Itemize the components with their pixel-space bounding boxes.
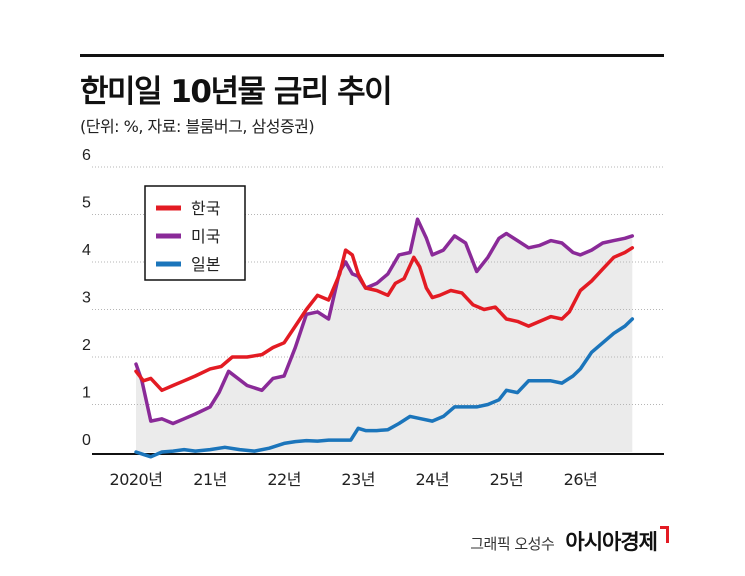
x-axis-ticks: 2020년 21년 22년 23년 24년 25년 26년 — [110, 470, 598, 489]
y-tick-label: 0 — [82, 432, 91, 449]
series-line — [134, 246, 635, 393]
y-tick-label: 6 — [82, 147, 91, 164]
y-tick-label: 4 — [82, 242, 91, 259]
legend-label: 한국 — [191, 199, 220, 218]
legend-label: 일본 — [191, 255, 220, 274]
footer: 그래픽 오성수 아시아경제 — [470, 526, 669, 556]
series-line — [134, 317, 635, 459]
brand-logo: 아시아경제 — [565, 530, 658, 554]
y-tick-label: 5 — [82, 195, 91, 212]
graphic-credit: 그래픽 오성수 — [470, 535, 555, 553]
y-axis-ticks: 0 1 2 3 4 5 6 — [82, 147, 91, 449]
x-tick-label: 26년 — [564, 470, 598, 489]
brand-mark-icon — [660, 526, 669, 543]
grid-lines — [92, 166, 664, 405]
legend-label: 미국 — [191, 227, 220, 246]
x-tick-label: 21년 — [193, 470, 227, 489]
y-tick-label: 2 — [82, 337, 91, 354]
x-tick-label: 2020년 — [110, 470, 163, 489]
plot-area — [136, 219, 633, 452]
x-tick-label: 24년 — [415, 470, 449, 489]
x-tick-label: 25년 — [490, 470, 524, 489]
x-tick-label: 23년 — [341, 470, 375, 489]
chart-subtitle: (단위: %, 자료: 블룸버그, 삼성증권) — [80, 117, 315, 136]
series-line — [134, 217, 635, 426]
x-tick-label: 22년 — [267, 470, 301, 489]
series-lines — [134, 217, 635, 459]
y-tick-label: 1 — [82, 385, 91, 402]
y-tick-label: 3 — [82, 290, 91, 307]
shaded-area — [136, 219, 633, 452]
chart-title: 한미일 10년물 금리 추이 — [80, 74, 393, 110]
top-rule — [80, 54, 664, 57]
